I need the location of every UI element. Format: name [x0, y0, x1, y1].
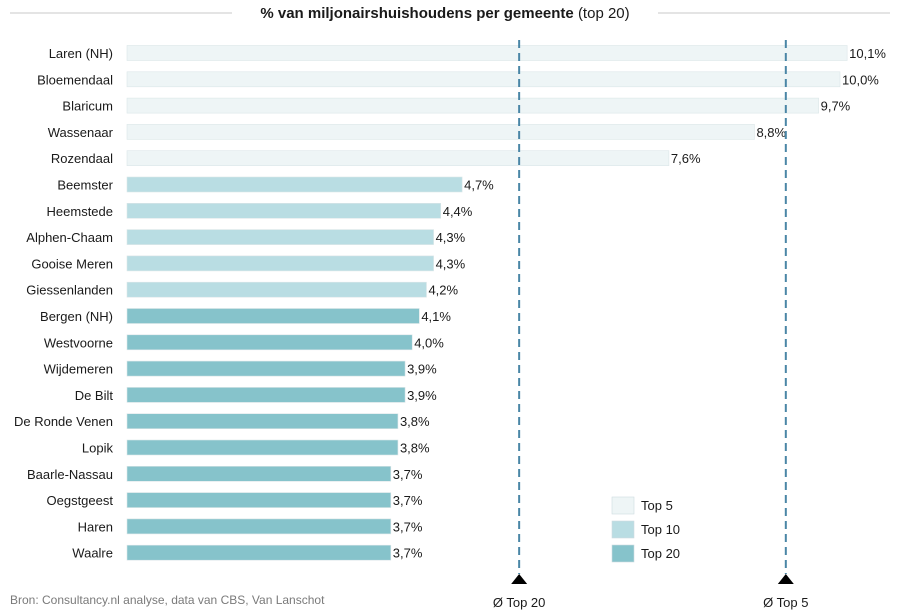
bar	[126, 97, 819, 114]
bar	[126, 334, 413, 351]
legend-label: Top 5	[641, 498, 673, 513]
value-label: 9,7%	[821, 99, 851, 114]
bar	[126, 176, 463, 193]
category-labels-layer: Laren (NH) Bloemendaal Blaricum Wassenaar Ro…	[14, 46, 114, 561]
value-label: 4,1%	[421, 309, 451, 324]
reference-lines-layer: Ø Top 20 Ø Top 5	[493, 40, 808, 610]
bar	[126, 71, 841, 88]
value-label: 4,0%	[414, 335, 444, 350]
category-label: Waalre	[72, 546, 113, 561]
value-label: 10,1%	[849, 46, 886, 61]
category-label: De Bilt	[75, 388, 114, 403]
bar	[126, 465, 392, 482]
legend-label: Top 20	[641, 546, 680, 561]
bar	[126, 360, 406, 377]
reference-line-label: Ø Top 5	[763, 595, 808, 610]
value-label: 3,7%	[393, 467, 423, 482]
value-label: 3,8%	[400, 441, 430, 456]
category-label: Bergen (NH)	[40, 309, 113, 324]
bar	[126, 255, 434, 272]
category-label: Haren	[78, 519, 113, 534]
bar	[126, 544, 392, 561]
bar	[126, 308, 420, 324]
category-label: Lopik	[82, 441, 114, 456]
bar	[126, 150, 670, 166]
bar	[126, 518, 392, 535]
legend-label: Top 10	[641, 522, 680, 537]
value-label: 4,7%	[464, 178, 494, 193]
value-label: 4,3%	[436, 256, 466, 271]
value-label: 3,9%	[407, 388, 437, 403]
category-label: De Ronde Venen	[14, 414, 113, 429]
category-label: Alphen-Chaam	[26, 230, 113, 245]
value-label: 4,3%	[436, 230, 466, 245]
bars-layer	[126, 45, 848, 561]
value-label: 10,0%	[842, 72, 879, 87]
value-label: 3,7%	[393, 546, 423, 561]
bar	[126, 281, 427, 298]
value-label: 3,7%	[393, 493, 423, 508]
value-label: 7,6%	[671, 151, 701, 166]
category-label: Heemstede	[47, 204, 113, 219]
category-label: Baarle-Nassau	[27, 467, 113, 482]
legend-swatch	[611, 520, 635, 539]
category-label: Wassenaar	[48, 125, 114, 140]
legend: Top 5 Top 10 Top 20	[611, 496, 680, 563]
value-label: 3,9%	[407, 362, 437, 377]
chart-title-main: % van miljonairshuishoudens per gemeente	[260, 5, 573, 22]
chart-title-group: % van miljonairshuishoudens per gemeente…	[10, 5, 890, 22]
reference-line-label: Ø Top 20	[493, 595, 546, 610]
value-label: 4,4%	[443, 204, 473, 219]
value-labels-layer: 10,1% 10,0% 9,7% 8,8% 7,6% 4,7% 4,4% 4,3% 4,3% 4,…	[393, 46, 887, 561]
category-label: Beemster	[57, 178, 113, 193]
category-label: Gooise Meren	[31, 256, 113, 271]
bar	[126, 413, 399, 430]
bar	[126, 439, 399, 456]
category-label: Rozendaal	[51, 151, 113, 166]
category-label: Westvoorne	[44, 335, 113, 350]
category-label: Blaricum	[62, 99, 113, 114]
chart-title-suffix: (top 20)	[578, 5, 630, 22]
legend-swatch	[611, 544, 635, 563]
category-label: Wijdemeren	[44, 362, 113, 377]
value-label: 8,8%	[756, 125, 786, 140]
category-label: Oegstgeest	[47, 493, 114, 508]
reference-marker-triangle	[511, 574, 528, 584]
category-label: Laren (NH)	[49, 46, 113, 61]
category-label: Giessenlanden	[26, 283, 113, 298]
bar	[126, 229, 434, 245]
value-label: 3,8%	[400, 414, 430, 429]
value-label: 4,2%	[428, 283, 458, 298]
legend-swatch	[611, 496, 635, 515]
category-label: Bloemendaal	[37, 72, 113, 87]
bar	[126, 203, 442, 219]
bar	[126, 124, 755, 140]
value-label: 3,7%	[393, 519, 423, 534]
reference-marker-triangle	[777, 574, 794, 584]
bar	[126, 492, 392, 508]
bar	[126, 387, 406, 403]
bar	[126, 45, 848, 61]
source-note: Bron: Consultancy.nl analyse, data van C…	[10, 593, 325, 607]
chart-title: % van miljonairshuishoudens per gemeente…	[260, 5, 629, 22]
